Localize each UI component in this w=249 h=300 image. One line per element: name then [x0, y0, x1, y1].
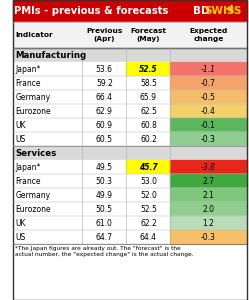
Text: 50.5: 50.5	[96, 205, 113, 214]
Text: -0.5: -0.5	[201, 92, 216, 101]
Text: 64.4: 64.4	[140, 232, 157, 242]
Text: Indicator: Indicator	[16, 32, 54, 38]
Text: 62.5: 62.5	[140, 106, 157, 116]
Text: -0.3: -0.3	[201, 232, 216, 242]
Bar	[171, 160, 247, 174]
Bar	[13, 76, 247, 90]
Bar	[13, 118, 247, 132]
Text: 53.0: 53.0	[140, 176, 157, 185]
Text: -0.1: -0.1	[201, 121, 216, 130]
Text: 53.6: 53.6	[96, 64, 113, 74]
Text: -3.8: -3.8	[201, 163, 216, 172]
Bar	[171, 90, 247, 104]
Text: 49.9: 49.9	[96, 190, 113, 200]
Text: 49.5: 49.5	[96, 163, 113, 172]
Text: 50.3: 50.3	[96, 176, 113, 185]
Text: France: France	[16, 176, 41, 185]
Text: 61.0: 61.0	[96, 218, 113, 227]
Text: 2.1: 2.1	[202, 190, 214, 200]
Text: France: France	[16, 79, 41, 88]
Text: 62.2: 62.2	[140, 218, 157, 227]
Bar	[171, 118, 247, 132]
Bar	[13, 174, 247, 188]
Text: 64.7: 64.7	[96, 232, 113, 242]
Text: US: US	[16, 134, 26, 143]
Bar	[13, 202, 247, 216]
Bar	[171, 62, 247, 76]
Text: PMIs - previous & forecasts: PMIs - previous & forecasts	[13, 6, 168, 16]
Bar	[171, 216, 247, 230]
Text: 65.9: 65.9	[140, 92, 157, 101]
Text: UK: UK	[16, 218, 26, 227]
Text: Japan*: Japan*	[16, 64, 41, 74]
Text: Manufacturing: Manufacturing	[16, 50, 87, 59]
Text: -0.3: -0.3	[201, 134, 216, 143]
Bar	[171, 132, 247, 146]
Text: UK: UK	[16, 121, 26, 130]
Text: 60.5: 60.5	[96, 134, 113, 143]
Text: -0.7: -0.7	[201, 79, 216, 88]
Bar	[171, 188, 247, 202]
Text: Previous
(Apr): Previous (Apr)	[86, 28, 123, 42]
Text: 58.5: 58.5	[140, 79, 157, 88]
Bar	[171, 174, 247, 188]
Text: Eurozone: Eurozone	[16, 106, 51, 116]
Text: Japan*: Japan*	[16, 163, 41, 172]
Text: -0.4: -0.4	[201, 106, 216, 116]
Text: 60.2: 60.2	[140, 134, 157, 143]
Text: 52.5: 52.5	[139, 64, 158, 74]
Bar	[171, 76, 247, 90]
Text: Forecast
(May): Forecast (May)	[130, 28, 166, 42]
Text: 45.7: 45.7	[139, 163, 158, 172]
Text: 1.2: 1.2	[202, 218, 214, 227]
Text: Germany: Germany	[16, 92, 51, 101]
Text: 60.8: 60.8	[140, 121, 157, 130]
Bar	[126, 160, 171, 174]
Bar	[13, 104, 247, 118]
Bar	[13, 48, 247, 62]
Bar	[171, 230, 247, 244]
Bar	[13, 90, 247, 104]
Text: 2.7: 2.7	[202, 176, 214, 185]
Bar	[13, 62, 247, 76]
Text: BD: BD	[193, 6, 210, 16]
Text: Services: Services	[16, 148, 57, 158]
Text: Expected
change: Expected change	[189, 28, 228, 42]
Text: 52.0: 52.0	[140, 190, 157, 200]
Bar	[13, 132, 247, 146]
Bar	[13, 22, 247, 48]
Text: Germany: Germany	[16, 190, 51, 200]
Bar	[13, 146, 247, 160]
Text: Eurozone: Eurozone	[16, 205, 51, 214]
Bar	[171, 104, 247, 118]
Bar	[13, 216, 247, 230]
Bar	[171, 202, 247, 216]
Text: 60.9: 60.9	[96, 121, 113, 130]
Bar	[13, 230, 247, 244]
Text: -1.1: -1.1	[201, 64, 216, 74]
Text: US: US	[16, 232, 26, 242]
Bar	[13, 0, 247, 22]
Text: 62.9: 62.9	[96, 106, 113, 116]
Bar	[13, 188, 247, 202]
Text: 66.4: 66.4	[96, 92, 113, 101]
Text: 2.0: 2.0	[202, 205, 214, 214]
Bar	[126, 62, 171, 76]
Text: SWISS: SWISS	[204, 6, 242, 16]
Bar	[13, 160, 247, 174]
Text: 52.5: 52.5	[140, 205, 157, 214]
Text: *The Japan figures are already out. The "forecast" is the
actual number, the "ex: *The Japan figures are already out. The …	[15, 246, 193, 257]
Text: 59.2: 59.2	[96, 79, 113, 88]
